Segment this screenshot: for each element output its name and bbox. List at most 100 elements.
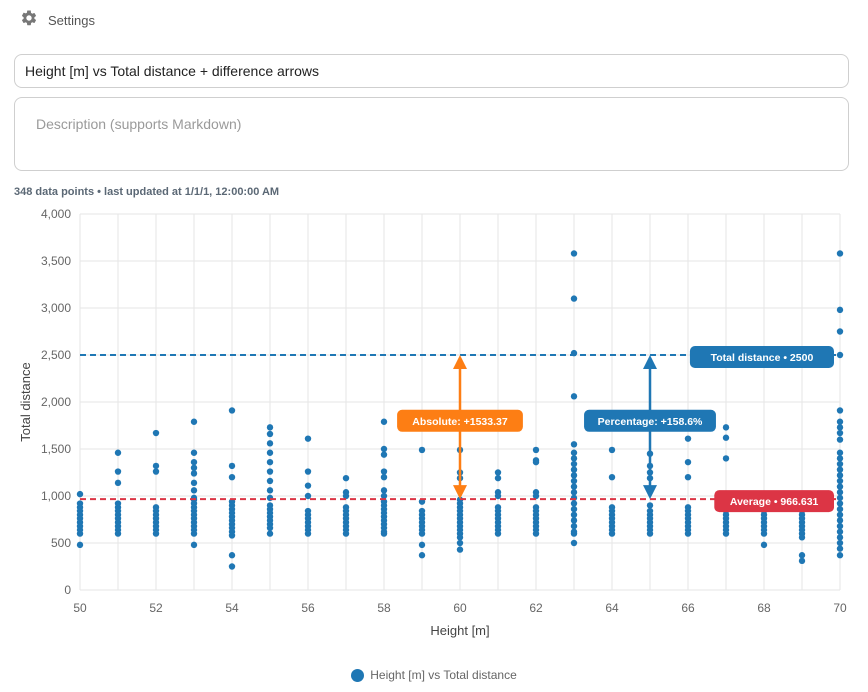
data-point — [570, 489, 578, 496]
chart-legend[interactable]: Height [m] vs Total distance — [0, 668, 868, 682]
data-point — [836, 505, 844, 513]
data-point — [836, 418, 844, 425]
data-point — [836, 483, 844, 490]
data-point — [836, 517, 844, 524]
data-point — [228, 474, 236, 481]
x-tick-label: 68 — [757, 601, 771, 615]
annotation-label-text: Average • 966.631 — [730, 496, 819, 508]
data-point — [304, 492, 312, 500]
x-tick-label: 54 — [225, 601, 239, 615]
data-point — [722, 434, 730, 441]
data-point — [836, 489, 844, 496]
data-point — [342, 492, 350, 500]
data-point — [760, 530, 768, 537]
data-point — [228, 532, 236, 539]
data-point — [152, 530, 160, 537]
data-point — [608, 530, 616, 537]
data-points-status: 348 data points • last updated at 1/1/1,… — [14, 186, 280, 198]
data-point — [228, 552, 236, 559]
arrow-head-up — [453, 355, 467, 369]
data-point — [380, 530, 388, 537]
data-point — [570, 522, 578, 530]
data-point — [266, 487, 274, 494]
data-point — [570, 539, 578, 547]
data-point — [494, 469, 502, 476]
data-point — [570, 472, 578, 479]
data-point — [836, 511, 844, 518]
data-point — [798, 552, 806, 559]
gear-icon — [20, 9, 38, 32]
data-point — [570, 505, 578, 513]
annotation-label-box — [714, 490, 834, 513]
data-point — [532, 530, 540, 537]
data-point — [684, 435, 692, 442]
data-point — [114, 468, 122, 475]
settings-label: Settings — [48, 12, 95, 28]
data-point — [266, 440, 274, 447]
data-point — [190, 530, 198, 537]
y-tick-label: 1,000 — [41, 489, 71, 503]
data-point — [836, 528, 844, 535]
scatter-chart[interactable]: 0 500 1,000 1,500 2,000 2,500 3,000 3,500 4,000 5… — [0, 200, 868, 660]
data-point — [190, 479, 198, 487]
data-point — [266, 524, 274, 532]
data-point — [646, 530, 654, 537]
y-tick-label: 3,500 — [41, 254, 71, 268]
data-point — [494, 492, 502, 500]
data-point — [114, 479, 122, 487]
data-points — [76, 250, 844, 570]
data-point — [266, 530, 274, 537]
x-tick-label: 56 — [301, 601, 315, 615]
annotation-label-text: Absolute: +1533.37 — [412, 416, 508, 428]
annotation-label: Percentage: +158.6% — [584, 409, 716, 432]
data-point — [722, 455, 730, 462]
description-input[interactable] — [14, 97, 849, 171]
data-point — [418, 530, 426, 537]
y-tick-label: 2,500 — [41, 348, 71, 362]
data-point — [190, 487, 198, 494]
data-point — [228, 407, 236, 414]
data-point — [380, 487, 388, 494]
data-point — [380, 468, 388, 475]
data-point — [266, 468, 274, 475]
annotation-label-box — [689, 346, 834, 368]
data-point — [836, 306, 844, 314]
data-point — [190, 541, 198, 549]
data-point — [684, 474, 692, 481]
data-point — [836, 449, 844, 456]
data-point — [836, 436, 844, 443]
data-point — [190, 470, 198, 477]
data-point — [570, 455, 578, 462]
data-point — [266, 458, 274, 466]
chart-title-input[interactable] — [14, 54, 849, 88]
data-point — [570, 295, 578, 302]
data-point — [836, 429, 844, 437]
settings-button[interactable]: Settings — [20, 9, 95, 32]
data-point — [456, 539, 464, 547]
y-tick-label: 2,000 — [41, 395, 71, 409]
data-point — [836, 477, 844, 485]
data-point — [76, 490, 84, 498]
x-tick-label: 52 — [149, 601, 163, 615]
x-tick-label: 62 — [529, 601, 543, 615]
data-point — [418, 552, 426, 559]
data-point — [266, 424, 274, 431]
data-point — [114, 530, 122, 537]
data-point — [304, 468, 312, 475]
data-point — [836, 500, 844, 507]
data-point — [456, 546, 464, 553]
data-point — [532, 446, 540, 454]
data-point — [456, 534, 464, 541]
x-tick-label: 60 — [453, 601, 467, 615]
data-point — [190, 464, 198, 471]
data-point — [304, 435, 312, 442]
data-point — [76, 530, 84, 537]
x-tick-label: 64 — [605, 601, 619, 615]
data-point — [228, 563, 236, 570]
annotation-label-text: Percentage: +158.6% — [598, 416, 703, 428]
data-point — [570, 517, 578, 524]
data-point — [798, 557, 806, 565]
data-point — [836, 466, 844, 473]
data-point — [190, 458, 198, 466]
data-point — [836, 534, 844, 541]
